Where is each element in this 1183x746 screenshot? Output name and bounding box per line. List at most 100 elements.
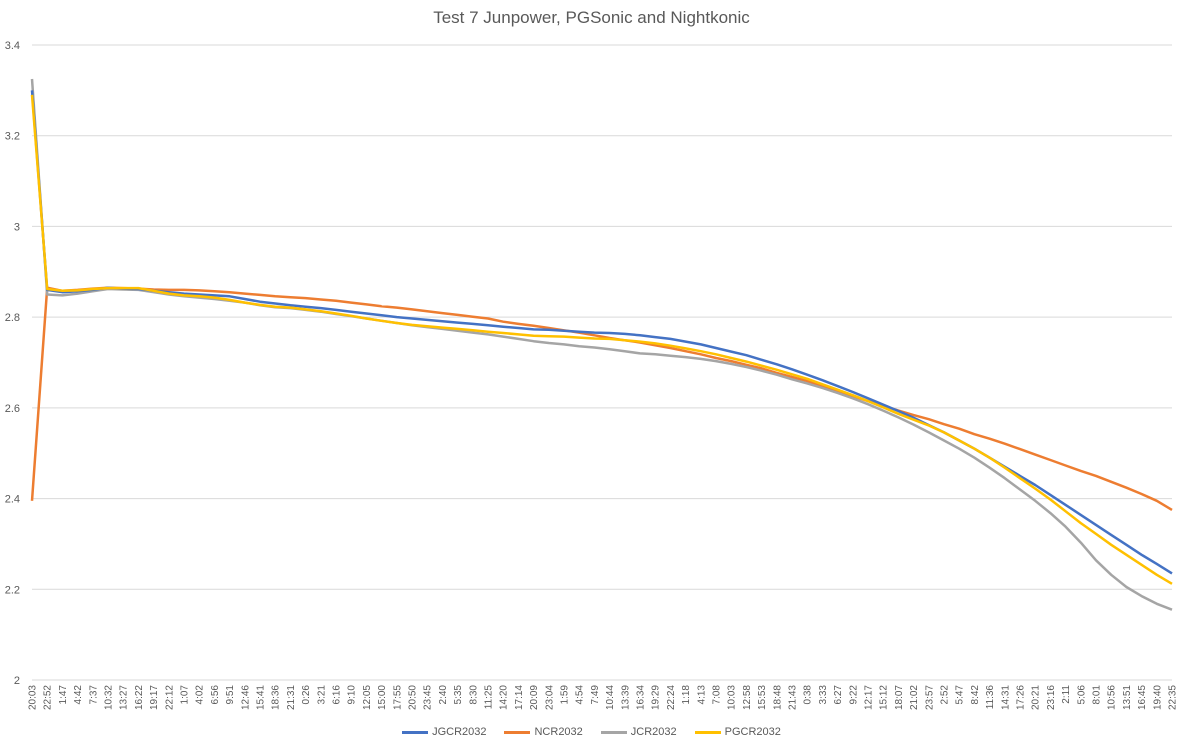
x-tick-label: 22:52 — [43, 685, 54, 710]
x-tick-label: 13:27 — [119, 685, 130, 710]
x-tick-label: 22:24 — [666, 685, 677, 710]
y-tick-label: 3.4 — [5, 40, 20, 52]
x-tick-label: 13:51 — [1122, 685, 1133, 710]
x-tick-label: 20:50 — [408, 685, 419, 710]
x-tick-label: 19:29 — [651, 685, 662, 710]
x-tick-label: 19:17 — [149, 685, 160, 710]
x-tick-label: 3:21 — [316, 685, 327, 705]
x-tick-label: 4:54 — [575, 685, 586, 705]
x-tick-label: 10:03 — [727, 685, 738, 710]
x-tick-label: 23:16 — [1046, 685, 1057, 710]
x-tick-label: 4:42 — [73, 685, 84, 705]
x-tick-label: 2:11 — [1061, 685, 1072, 704]
x-tick-label: 15:53 — [757, 685, 768, 710]
x-tick-label: 16:45 — [1137, 685, 1148, 710]
x-tick-label: 7:49 — [590, 685, 601, 705]
x-tick-label: 15:00 — [377, 685, 388, 710]
x-tick-label: 17:14 — [514, 685, 525, 710]
x-tick-label: 18:36 — [271, 685, 282, 710]
x-tick-label: 1:07 — [180, 685, 191, 705]
x-tick-label: 12:05 — [362, 685, 373, 710]
x-tick-label: 4:13 — [696, 685, 707, 705]
x-tick-label: 6:27 — [833, 685, 844, 705]
y-tick-label: 2.6 — [5, 403, 20, 415]
x-tick-label: 18:48 — [772, 685, 783, 710]
x-tick-label: 18:07 — [894, 685, 905, 710]
x-tick-label: 1:59 — [560, 685, 571, 705]
x-tick-label: 0:38 — [803, 685, 814, 705]
x-tick-label: 6:56 — [210, 685, 221, 705]
x-tick-label: 22:35 — [1168, 685, 1179, 710]
legend-item-ncr2032: NCR2032 — [504, 726, 583, 738]
y-tick-label: 2.2 — [5, 584, 20, 596]
x-tick-label: 10:44 — [605, 685, 616, 710]
x-tick-label: 11:36 — [985, 685, 996, 710]
x-tick-label: 4:02 — [195, 685, 206, 705]
series-line-jgcr2032 — [30, 90, 1173, 575]
x-tick-label: 8:01 — [1092, 685, 1103, 705]
x-tick-label: 8:30 — [468, 685, 479, 705]
y-tick-label: 2.4 — [5, 494, 20, 506]
legend-label: PGCR2032 — [724, 726, 781, 738]
x-axis-ticks: 20:03 22:52 1:47 4:42 7:37 10:32 13:27 16:22 19:… — [28, 685, 1179, 710]
x-tick-label: 7:37 — [88, 685, 99, 705]
y-tick-label: 2 — [14, 675, 20, 687]
y-axis-ticks: 2 2.2 2.4 2.6 2.8 3 3.2 3.4 — [5, 40, 20, 687]
legend-swatch — [504, 730, 531, 734]
x-tick-label: 5:35 — [453, 685, 464, 705]
x-tick-label: 20:03 — [28, 685, 39, 710]
legend-item-jcr2032: JCR2032 — [600, 726, 677, 738]
x-tick-label: 9:51 — [225, 685, 236, 705]
y-tick-label: 3.2 — [5, 131, 20, 143]
x-tick-label: 13:39 — [620, 685, 631, 710]
x-tick-label: 21:31 — [286, 685, 297, 710]
x-tick-label: 1:18 — [681, 685, 692, 705]
x-tick-label: 17:26 — [1016, 685, 1027, 710]
x-tick-label: 12:46 — [240, 685, 251, 710]
x-tick-label: 9:22 — [848, 685, 859, 705]
series-line-ncr2032 — [30, 286, 1173, 511]
x-tick-label: 9:10 — [347, 685, 358, 705]
x-tick-label: 21:43 — [788, 685, 799, 710]
x-tick-label: 15:12 — [879, 685, 890, 710]
x-tick-label: 17:55 — [392, 685, 403, 710]
x-tick-label: 22:12 — [164, 685, 175, 710]
gridlines — [32, 44, 1172, 681]
legend-label: JGCR2032 — [432, 726, 487, 738]
x-tick-label: 7:08 — [712, 685, 723, 705]
x-tick-label: 14:31 — [1000, 685, 1011, 710]
x-tick-label: 11:25 — [484, 685, 495, 710]
x-tick-label: 19:40 — [1152, 685, 1163, 710]
x-tick-label: 16:34 — [636, 685, 647, 710]
legend-swatch — [694, 730, 721, 734]
legend-swatch — [402, 730, 429, 734]
legend-swatch — [600, 730, 627, 734]
x-tick-label: 8:42 — [970, 685, 981, 705]
x-tick-label: 16:22 — [134, 685, 145, 710]
x-tick-label: 5:47 — [955, 685, 966, 705]
x-tick-label: 0:26 — [301, 685, 312, 705]
x-tick-label: 6:16 — [332, 685, 343, 705]
x-tick-label: 20:21 — [1031, 685, 1042, 710]
legend-item-pgcr2032: PGCR2032 — [694, 726, 781, 738]
y-tick-label: 3 — [14, 221, 20, 233]
legend-label: NCR2032 — [534, 726, 583, 738]
x-tick-label: 23:45 — [423, 685, 434, 710]
x-tick-label: 12:58 — [742, 685, 753, 710]
legend-item-jgcr2032: JGCR2032 — [402, 726, 486, 738]
x-tick-label: 23:57 — [924, 685, 935, 710]
series-line-pgcr2032 — [30, 94, 1173, 585]
y-tick-label: 2.8 — [5, 312, 20, 324]
series-lines — [30, 78, 1173, 611]
x-tick-label: 15:41 — [256, 685, 267, 710]
x-tick-label: 14:20 — [499, 685, 510, 710]
x-tick-label: 5:06 — [1076, 685, 1087, 705]
x-tick-label: 2:52 — [940, 685, 951, 705]
series-line-jcr2032 — [30, 78, 1173, 611]
chart-title: Test 7 Junpower, PGSonic and Nightkonic — [433, 8, 750, 27]
x-tick-label: 12:17 — [864, 685, 875, 710]
x-tick-label: 2:40 — [438, 685, 449, 705]
legend-label: JCR2032 — [630, 726, 677, 738]
x-tick-label: 1:47 — [58, 685, 69, 705]
